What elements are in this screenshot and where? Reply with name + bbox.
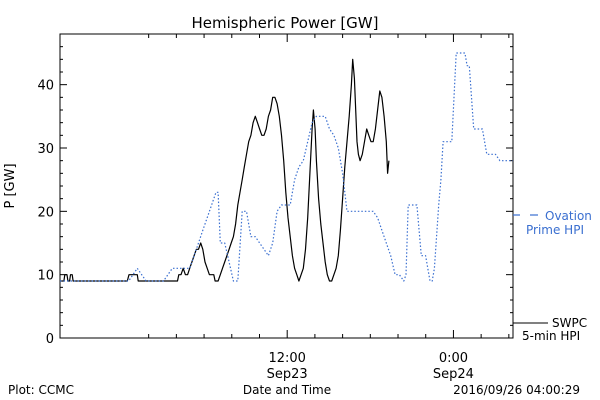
chart-title: Hemispheric Power [GW] [192, 14, 379, 32]
swpc-hpi-line [60, 58, 390, 282]
series-layer [60, 52, 513, 282]
x-tick-time-label: 0:00 [439, 351, 468, 366]
y-tick-label: 30 [37, 142, 54, 157]
legend-label-ovation: Ovation [545, 209, 592, 223]
legend-label-swpc: SWPC [552, 316, 587, 330]
x-tick-time-label: 12:00 [268, 351, 305, 366]
y-tick-label: 20 [37, 205, 54, 220]
y-tick-label: 0 [46, 332, 54, 347]
footer-timestamp: 2016/09/26 04:00:29 [453, 383, 580, 397]
ovation-prime-hpi-line [60, 52, 513, 282]
plot-frame [59, 33, 514, 339]
y-axis-label: P [GW] [3, 163, 18, 208]
x-axis-ticks: 12:00Sep230:00Sep2412:00Sep240:00Sep2512… [148, 34, 600, 382]
x-tick-date-label: Sep24 [433, 367, 474, 382]
y-tick-label: 10 [37, 269, 54, 284]
y-axis-ticks: 0 10 20 30 40 [37, 46, 513, 347]
x-axis-label: Date and Time [243, 383, 331, 397]
legend-label-ovation: Prime HPI [526, 223, 584, 237]
x-tick-date-label: Sep23 [267, 367, 308, 382]
legend-label-swpc: 5-min HPI [522, 329, 580, 343]
y-tick-label: 40 [37, 79, 54, 94]
footer-plot-credit: Plot: CCMC [8, 383, 74, 397]
